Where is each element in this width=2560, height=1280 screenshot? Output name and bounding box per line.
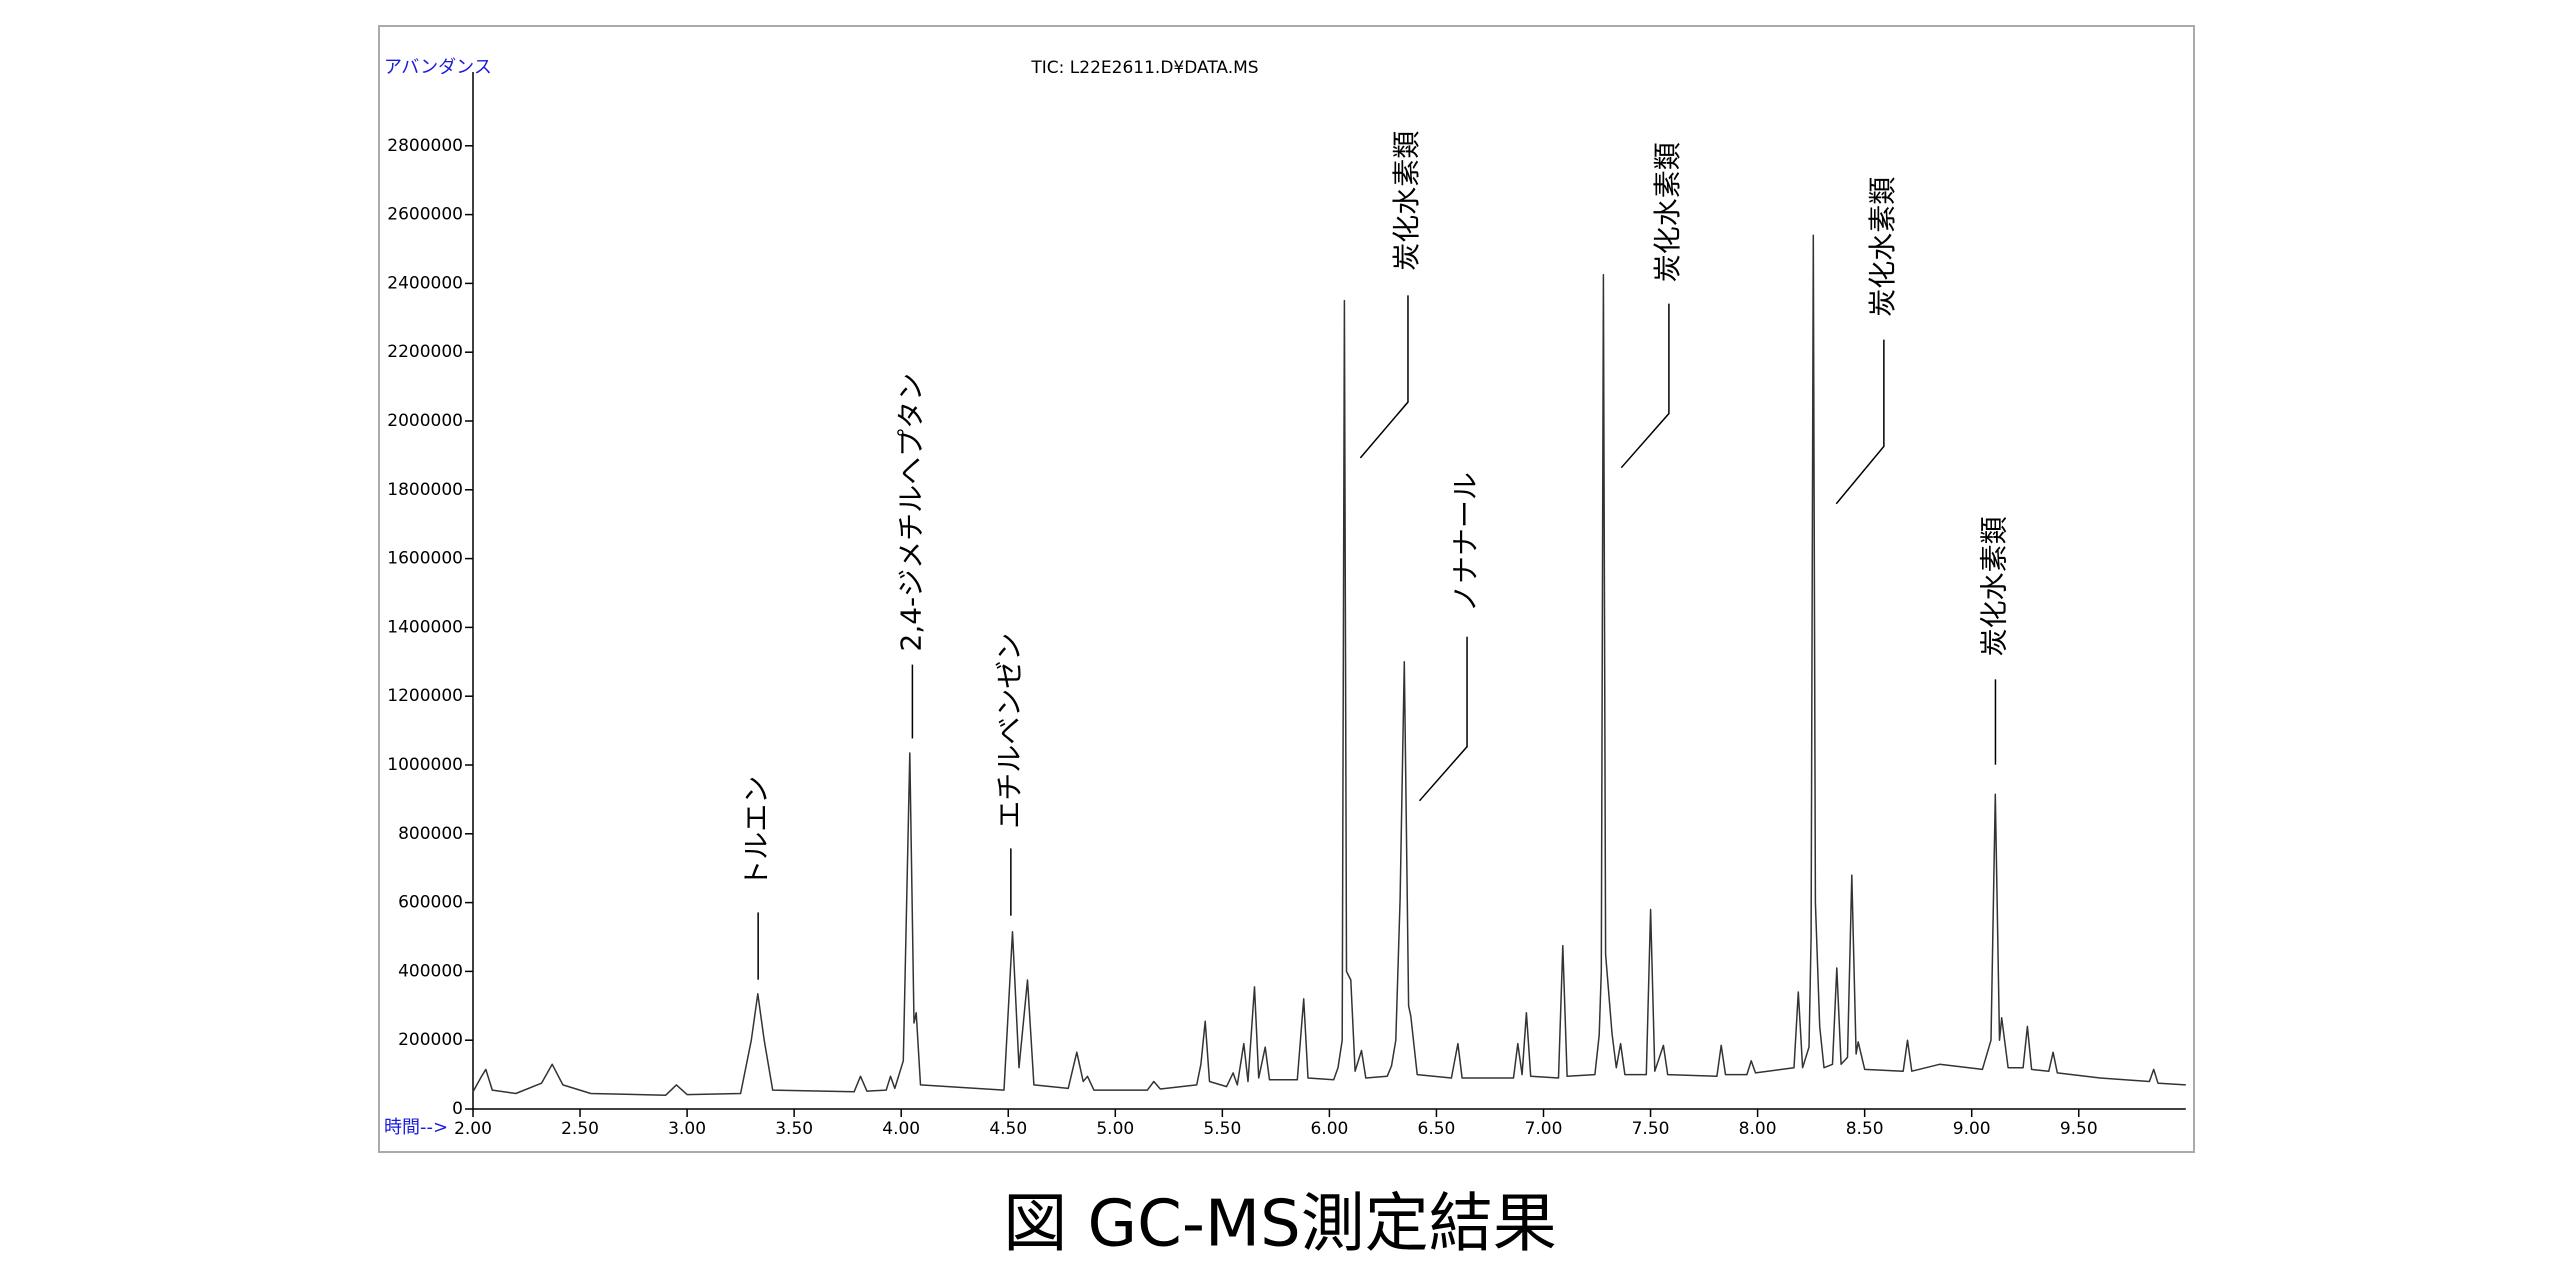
- y-axis-label: アバンダンス: [384, 57, 492, 78]
- peak-label: ノナナール: [1449, 472, 1482, 612]
- x-tick-label: 7.00: [1525, 1119, 1563, 1139]
- peak-label: 炭化水素類: [1651, 142, 1684, 282]
- y-tick-label: 1600000: [387, 549, 463, 569]
- x-tick-label: 4.00: [882, 1119, 920, 1139]
- y-tick-label: 2000000: [387, 411, 463, 431]
- y-tick-label: 1400000: [387, 617, 463, 637]
- peak-label: 炭化水素類: [1866, 177, 1899, 317]
- peak-label: エチルベンゼン: [993, 633, 1026, 829]
- x-tick-label: 7.50: [1632, 1119, 1670, 1139]
- frame: [378, 25, 2195, 1153]
- leader-line: [1835, 339, 1885, 505]
- y-tick-label: 2400000: [387, 273, 463, 293]
- peak-label: 2,4-ジメチルヘプタン: [894, 373, 927, 652]
- peak-label: 炭化水素類: [1390, 131, 1423, 271]
- y-tick-label: 1800000: [387, 480, 463, 500]
- peak-label: 炭化水素類: [1977, 516, 2010, 656]
- x-tick-label: 4.50: [989, 1119, 1027, 1139]
- peak-label: トルエン: [740, 776, 773, 888]
- chromatogram-trace: [472, 234, 2186, 1096]
- x-tick-label: 8.50: [1846, 1119, 1884, 1139]
- x-tick-label: 6.00: [1310, 1119, 1348, 1139]
- leader-line: [1359, 295, 1409, 459]
- x-tick-label: 2.00: [454, 1119, 492, 1139]
- x-tick-label: 9.00: [1953, 1119, 1991, 1139]
- chart-title: TIC: L22E2611.D¥DATA.MS: [1030, 58, 1258, 78]
- y-tick-label: 0: [452, 1099, 463, 1119]
- y-tick-label: 800000: [398, 824, 463, 844]
- x-tick-label: 2.50: [561, 1119, 599, 1139]
- x-tick-label: 9.50: [2060, 1119, 2098, 1139]
- y-tick-label: 400000: [398, 961, 463, 981]
- x-tick-label: 5.50: [1203, 1119, 1241, 1139]
- caption: 図 GC-MS測定結果: [1003, 1188, 1557, 1262]
- x-tick-label: 3.00: [668, 1119, 706, 1139]
- leader-line: [1418, 636, 1468, 802]
- leader-line: [1620, 303, 1670, 469]
- y-tick-label: 200000: [398, 1030, 463, 1050]
- x-tick-label: 5.00: [1096, 1119, 1134, 1139]
- y-tick-label: 600000: [398, 893, 463, 913]
- y-tick-label: 1000000: [387, 755, 463, 775]
- x-tick-label: 6.50: [1418, 1119, 1456, 1139]
- x-tick-label: 3.50: [775, 1119, 813, 1139]
- x-tick-label: 8.00: [1739, 1119, 1777, 1139]
- y-tick-label: 2600000: [387, 205, 463, 225]
- x-axis-label: 時間-->: [384, 1117, 448, 1138]
- y-tick-label: 2800000: [387, 136, 463, 156]
- y-tick-label: 2200000: [387, 342, 463, 362]
- y-tick-label: 1200000: [387, 686, 463, 706]
